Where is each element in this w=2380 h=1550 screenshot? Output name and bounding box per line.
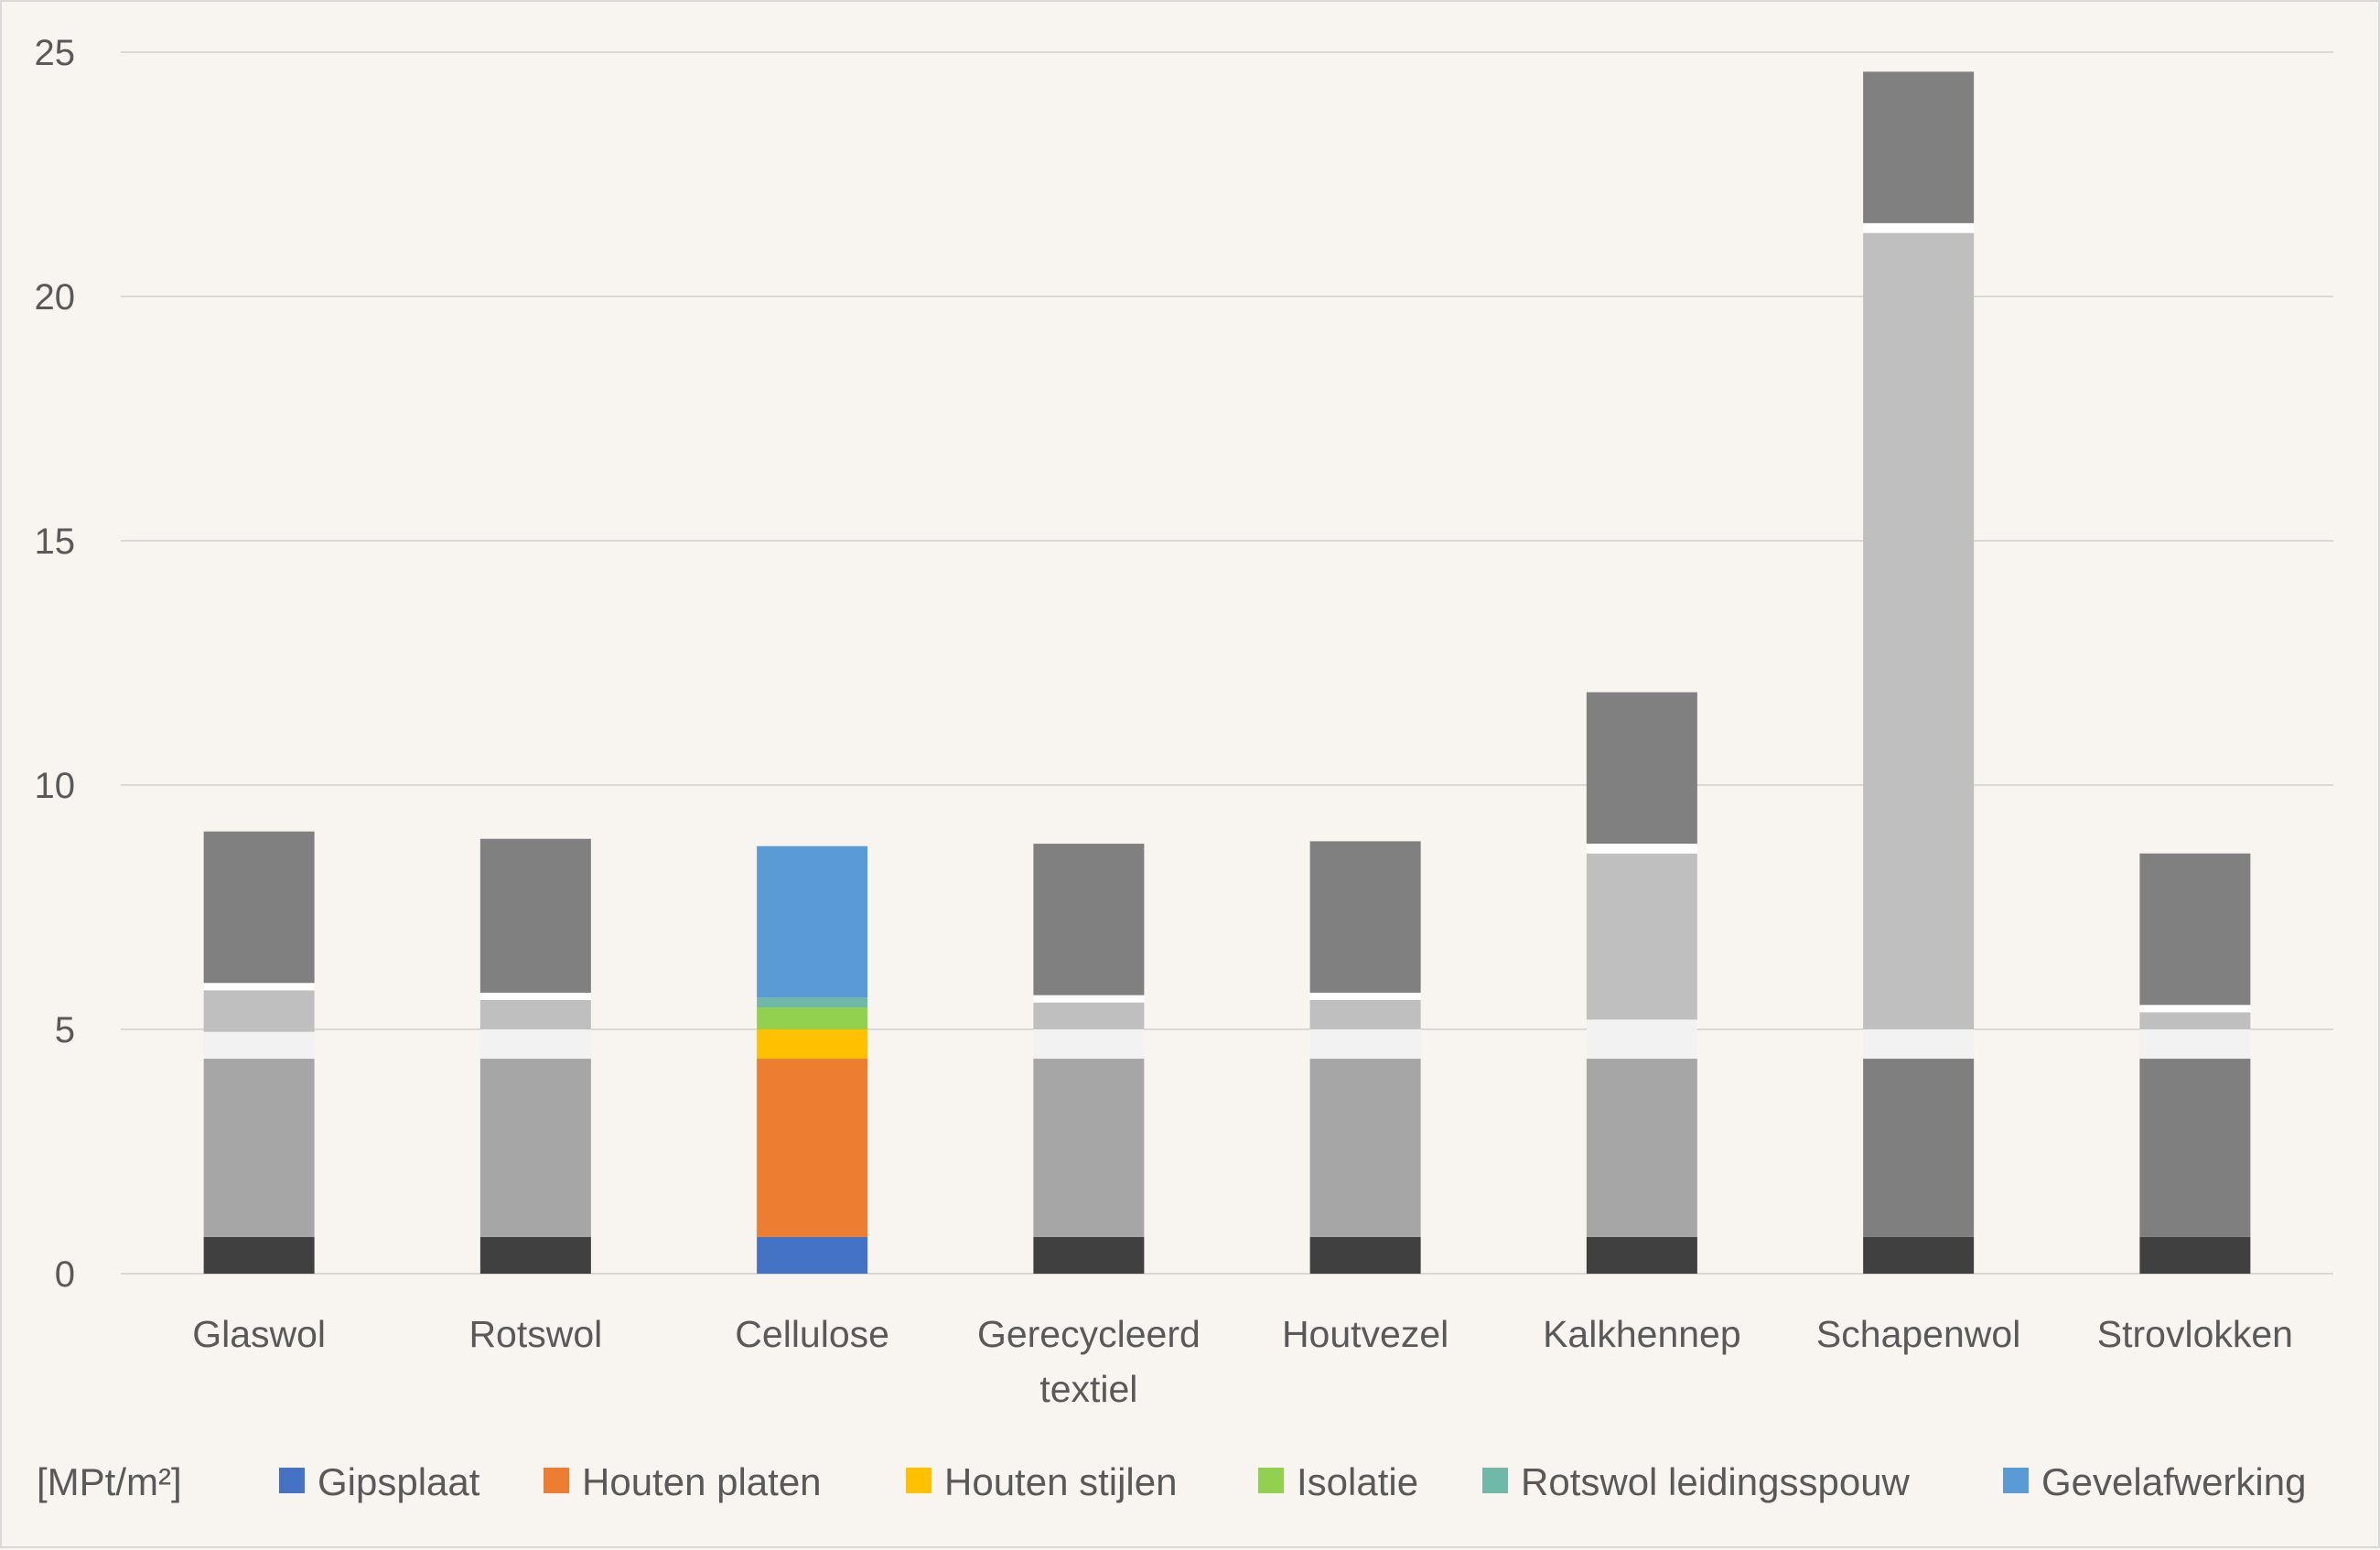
bar-stack-7: [2139, 853, 2251, 1274]
bar-segment-7-0: [2139, 1236, 2251, 1274]
bar-segment-2-1: [757, 1059, 868, 1237]
bar-segment-0-3: [203, 990, 315, 1032]
bar-segment-7-3: [2139, 1012, 2251, 1029]
bar-segment-3-4: [1033, 995, 1145, 1003]
bar-segment-3-3: [1033, 1002, 1145, 1029]
legend-label-0: Gipsplaat: [318, 1460, 480, 1503]
x-category-label: Kalkhennep: [1543, 1313, 1741, 1355]
x-category-label: Rotswol: [468, 1313, 602, 1355]
bar-segment-5-4: [1586, 844, 1697, 854]
bar-segment-5-1: [1586, 1059, 1697, 1237]
legend-label-2: Houten stijlen: [944, 1460, 1177, 1503]
x-category-label: Gerecycleerd: [977, 1313, 1201, 1355]
bar-stack-5: [1586, 692, 1697, 1274]
y-tick-label-5: 5: [55, 1010, 75, 1050]
x-category-label: Strovlokken: [2097, 1313, 2293, 1355]
y-tick-label-0: 0: [55, 1254, 75, 1295]
bar-segment-1-5: [479, 838, 591, 993]
bar-segment-6-5: [1863, 71, 1975, 223]
x-category-label: Houtvezel: [1282, 1313, 1448, 1355]
bar-segment-1-4: [479, 992, 591, 1000]
bar-stack-3: [1033, 844, 1145, 1274]
bar-segment-6-2: [1863, 1029, 1975, 1060]
bar-segment-0-2: [203, 1031, 315, 1060]
legend-swatch-3: [1258, 1468, 1284, 1493]
bar-segment-7-1: [2139, 1059, 2251, 1237]
legend-label-4: Rotswol leidingsspouw: [1521, 1460, 1911, 1503]
bar-segment-4-3: [1309, 999, 1421, 1029]
bar-segment-1-2: [479, 1029, 591, 1060]
legend-swatch-0: [279, 1468, 305, 1493]
bar-segment-5-3: [1586, 853, 1697, 1020]
unit-label: [MPt/m²]: [37, 1460, 182, 1503]
bar-segment-7-2: [2139, 1029, 2251, 1060]
x-category-label: Cellulose: [735, 1313, 889, 1355]
y-tick-label-10: 10: [35, 766, 76, 806]
bar-segment-2-3: [757, 1006, 868, 1029]
bar-segment-6-3: [1863, 232, 1975, 1029]
y-tick-label-25: 25: [35, 33, 76, 73]
legend-swatch-1: [544, 1468, 569, 1493]
bar-segment-3-2: [1033, 1029, 1145, 1060]
legend-label-3: Isolatie: [1297, 1460, 1418, 1503]
bar-segment-6-4: [1863, 222, 1975, 233]
bar-segment-0-0: [203, 1236, 315, 1274]
bar-segment-4-1: [1309, 1059, 1421, 1237]
bar-segment-0-4: [203, 983, 315, 991]
bar-segment-7-5: [2139, 853, 2251, 1006]
y-tick-label-15: 15: [35, 522, 76, 562]
legend-swatch-5: [2003, 1468, 2029, 1493]
bar-stack-6: [1863, 71, 1975, 1274]
y-tick-label-20: 20: [35, 277, 76, 318]
bar-stack-1: [479, 838, 591, 1274]
bar-segment-1-1: [479, 1059, 591, 1237]
bar-segment-5-5: [1586, 692, 1697, 845]
bar-stack-0: [203, 831, 315, 1274]
bar-segment-3-5: [1033, 844, 1145, 996]
bar-segment-3-0: [1033, 1236, 1145, 1274]
bar-segment-2-4: [757, 997, 868, 1007]
x-category-label: Glaswol: [192, 1313, 326, 1355]
bar-segment-3-1: [1033, 1059, 1145, 1237]
bar-stack-4: [1309, 841, 1421, 1274]
bar-segment-4-0: [1309, 1236, 1421, 1274]
bar-segment-2-0: [757, 1236, 868, 1274]
x-category-label: Schapenwol: [1816, 1313, 2020, 1355]
bar-segment-2-2: [757, 1029, 868, 1060]
bar-segment-6-0: [1863, 1236, 1975, 1274]
bar-segment-5-2: [1586, 1019, 1697, 1060]
bar-segment-1-3: [479, 999, 591, 1029]
legend-label-1: Houten platen: [582, 1460, 822, 1503]
bar-segment-4-2: [1309, 1029, 1421, 1060]
legend-label-5: Gevelafwerking: [2041, 1460, 2306, 1503]
legend-swatch-4: [1482, 1468, 1508, 1493]
bar-segment-5-0: [1586, 1236, 1697, 1274]
bar-stack-2: [757, 845, 868, 1274]
bar-segment-7-4: [2139, 1005, 2251, 1013]
bar-segment-2-5: [757, 845, 868, 998]
bar-segment-4-4: [1309, 992, 1421, 1000]
bar-segment-6-1: [1863, 1059, 1975, 1237]
legend-swatch-2: [906, 1468, 932, 1493]
bar-segment-4-5: [1309, 841, 1421, 993]
bar-segment-0-1: [203, 1059, 315, 1237]
x-category-label: textiel: [1039, 1368, 1137, 1410]
bar-segment-0-5: [203, 831, 315, 984]
bar-segment-1-0: [479, 1236, 591, 1274]
